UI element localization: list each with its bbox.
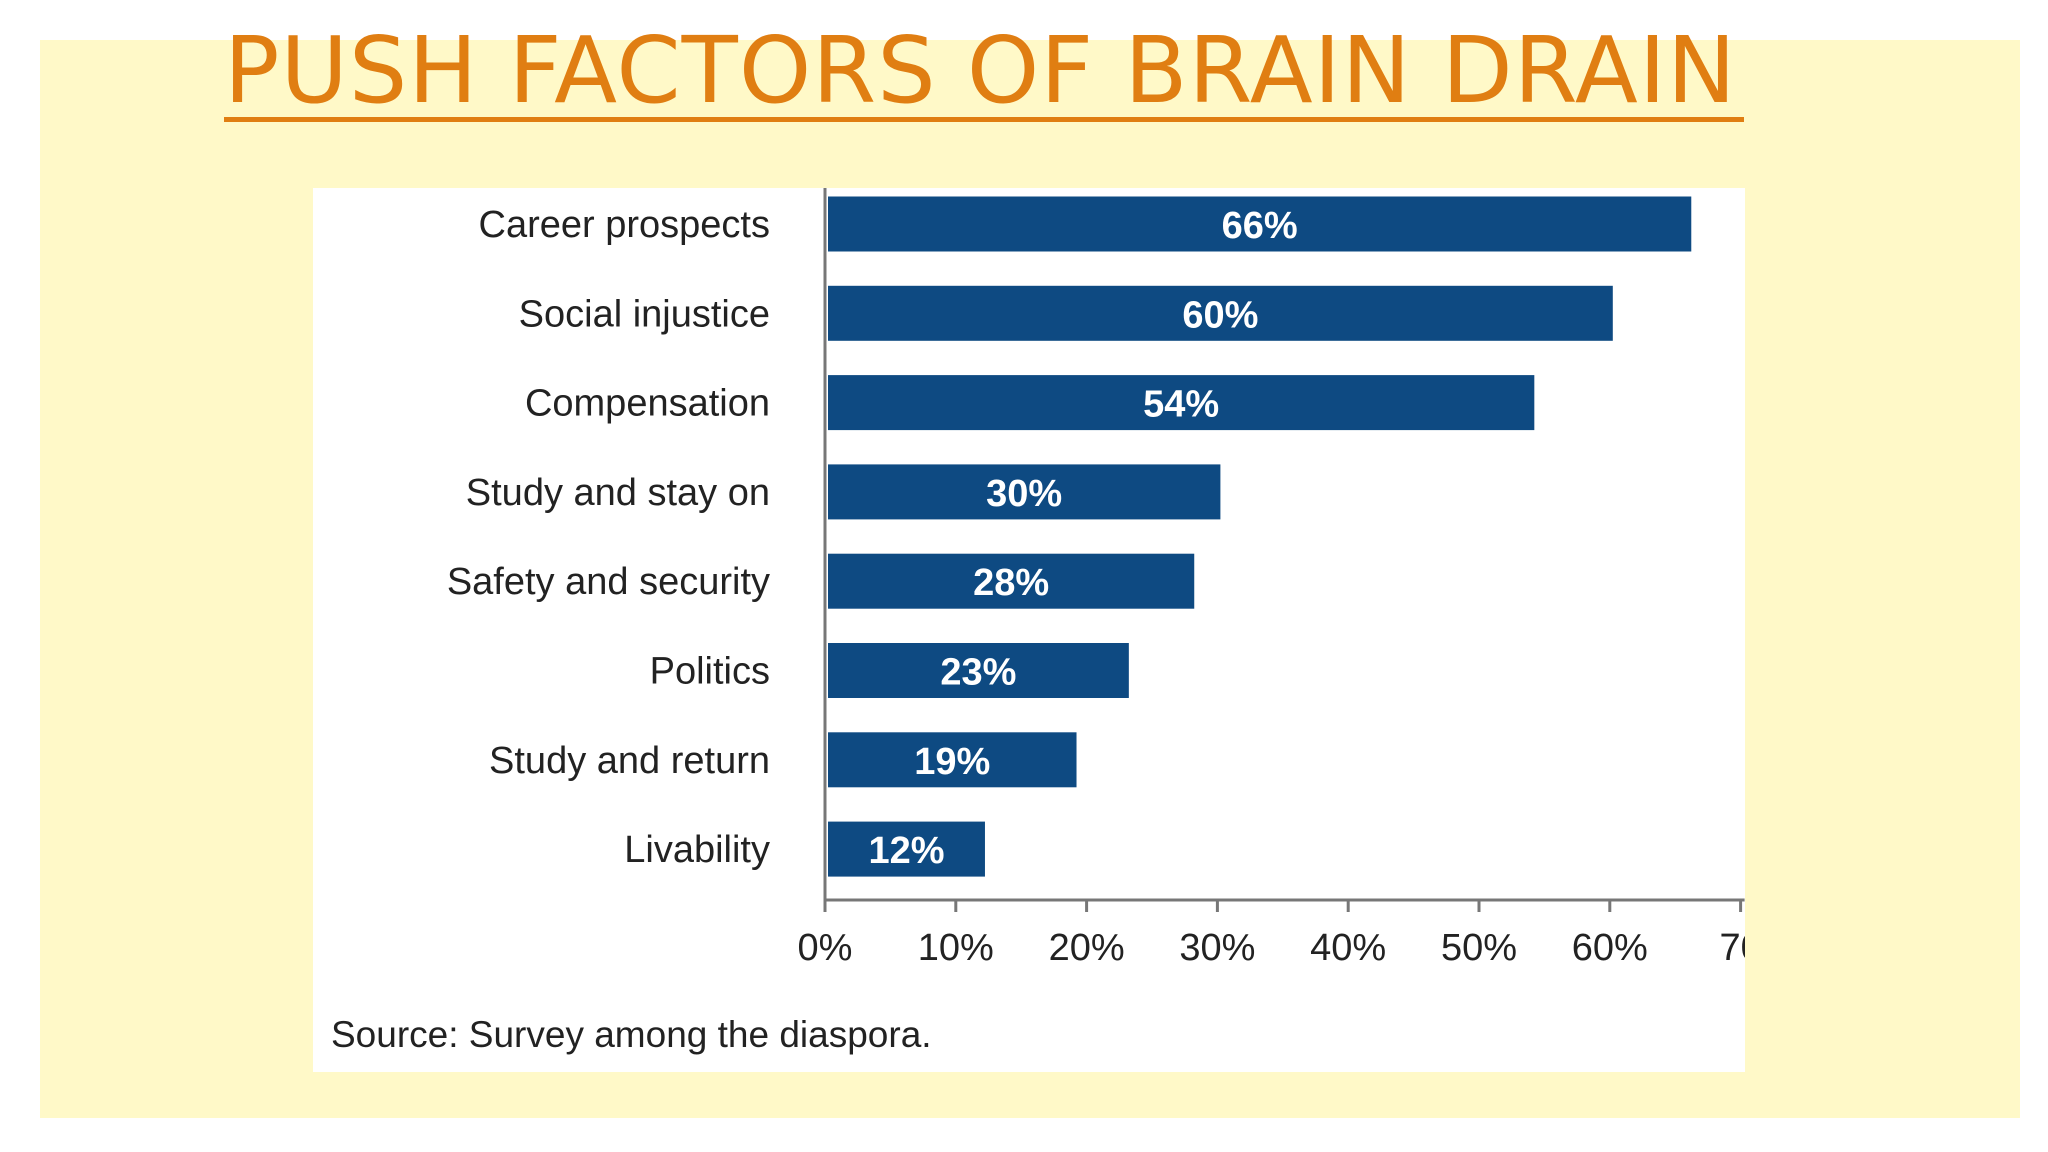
title-underline [224,117,1744,122]
x-tick-label: 70 [1719,927,1745,969]
value-label: 12% [868,830,944,872]
bar [828,643,1129,698]
value-label: 54% [1143,384,1219,426]
bar-chart: Career prospects 66% Social injustice 60% Co… [447,188,1745,969]
bar [828,553,1195,609]
bar [828,464,1221,520]
value-label: 28% [973,562,1049,604]
x-tick-label: 0% [798,927,853,969]
x-tick-label: 50% [1441,927,1517,969]
x-tick-label: 30% [1179,927,1255,969]
category-label: Career prospects [479,204,770,246]
chart-panel: Career prospects 66% Social injustice 60% Co… [313,188,1745,1072]
bar [828,196,1692,252]
bar [828,375,1535,431]
bar [828,732,1077,788]
x-axis: 0% 10% 20% 30% 40% 50% 60% 70 [798,188,1745,969]
x-tick-label: 20% [1049,927,1125,969]
value-label: 19% [914,741,990,783]
value-label: 23% [940,652,1016,694]
category-label: Social injustice [519,293,770,335]
category-label: Livability [624,829,770,871]
bar [828,821,985,877]
bar [828,285,1613,341]
x-tick-label: 10% [918,927,994,969]
source-note: Source: Survey among the diaspora. [331,1014,932,1055]
slide-title: PUSH FACTORS OF BRAIN DRAIN [224,17,1737,124]
x-tick-label: 40% [1310,927,1386,969]
category-label: Politics [650,651,770,693]
category-label: Study and return [489,740,770,782]
value-label: 30% [986,473,1062,515]
category-label: Safety and security [447,561,770,603]
value-label: 66% [1222,205,1298,247]
value-label: 60% [1182,294,1258,336]
bars-layer: Career prospects 66% Social injustice 60% Co… [447,196,1692,877]
category-label: Compensation [525,383,770,425]
x-tick-label: 60% [1572,927,1648,969]
category-label: Study and stay on [466,472,770,514]
